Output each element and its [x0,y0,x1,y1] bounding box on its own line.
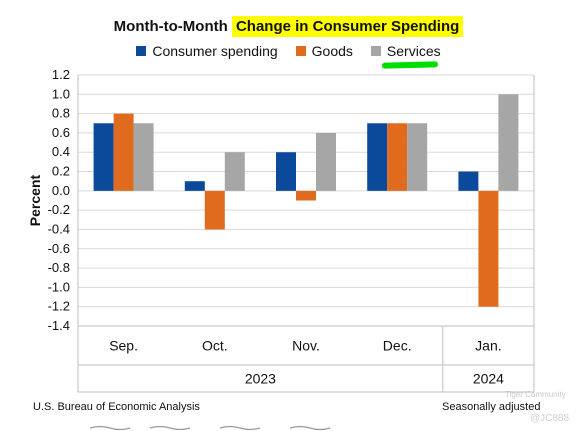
cropped-text-fragment [90,425,331,431]
bar-services-jan [498,94,519,191]
legend-label-services: Services [386,43,441,59]
bar-goods-nov [296,190,316,201]
y-tick-label: 1.2 [52,67,70,82]
y-tick-label: 1.0 [52,86,70,101]
bar-consumer-spending-nov [276,152,296,191]
bar-goods-dec [387,123,408,191]
x-category-label: Sep. [109,338,138,354]
legend-label-consumer-spending: Consumer spending [152,43,278,59]
x-category-label: Dec. [383,338,412,354]
watermark-brand: Tiger Community [505,390,566,399]
legend-item-services: Services [370,43,441,59]
legend-label-goods: Goods [311,43,353,59]
bar-consumer-spending-dec [367,123,388,191]
y-axis-label: Percent [27,174,43,226]
axes [77,75,535,393]
x-year-label: 2024 [473,371,504,387]
x-year-label: 2023 [245,371,276,387]
x-category-label: Nov. [292,338,320,354]
source-note: U.S. Bureau of Economic Analysis [33,401,200,413]
x-category-label: Oct. [202,338,228,354]
y-tick-label: -0.8 [48,260,70,275]
y-tick-label: -0.4 [48,221,70,236]
x-category-label: Jan. [475,338,501,354]
chart-title-highlighted: Change in Consumer Spending [231,16,464,37]
y-tick-label: -0.2 [48,202,70,217]
bar-goods-oct [204,190,225,230]
tiger-community-watermark: Tiger Community [505,390,566,400]
y-tick-label: -1.4 [48,318,70,333]
bar-goods-sep [113,113,134,191]
y-tick-label: 0.2 [52,164,70,179]
bar-services-sep [133,123,154,191]
bar-services-nov [316,132,336,191]
y-tick-label: -1.2 [48,299,70,314]
legend-swatch-goods [295,46,306,56]
bar-services-oct [224,152,245,191]
bar-consumer-spending-sep [93,123,114,191]
bar-services-dec [407,123,428,191]
y-tick-label: 0.6 [52,125,70,140]
y-tick-label: -1.0 [48,279,70,294]
seasonal-note: Seasonally adjusted [442,401,541,413]
chart-title-part1: Month-to-Month [113,18,228,35]
legend-item-consumer-spending: Consumer spending [136,43,278,59]
bar-goods-jan [478,190,499,307]
legend-item-goods: Goods [295,43,353,59]
chart-title: Month-to-Month Change in Consumer Spendi… [0,16,577,37]
y-tick-labels: -1.4 -1.2 -1.0 -0.8 -0.6 -0.4 -0.2 0.0 0.2 0.4 0.6… [48,67,70,333]
chart-legend: Consumer spending Goods Services [0,43,577,59]
y-tick-label: 0.0 [52,183,70,198]
legend-swatch-services [370,46,381,56]
x-category-labels: Sep. Oct. Nov. Dec. Jan. 2023 2024 [109,338,504,387]
bar-consumer-spending-oct [184,181,205,191]
legend-swatch-consumer-spending [136,46,147,56]
y-tick-label: -0.6 [48,241,70,256]
watermark-user: @JC888 [530,413,570,424]
y-tick-label: 0.8 [52,106,70,121]
bar-consumer-spending-jan [458,171,479,191]
bars [93,94,519,307]
y-tick-label: 0.4 [52,144,70,159]
